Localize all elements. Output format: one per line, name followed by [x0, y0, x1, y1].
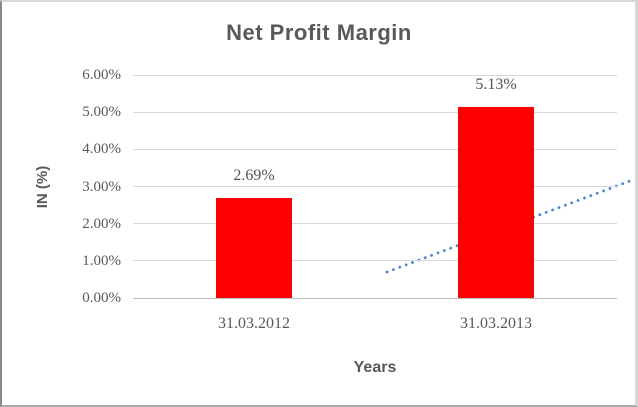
y-tick-label: 6.00%: [82, 67, 121, 83]
gridline: [133, 74, 617, 76]
x-axis-title: Years: [353, 359, 397, 376]
data-label: 5.13%: [475, 76, 517, 94]
y-tick-label: 5.00%: [82, 104, 121, 121]
gridline: [133, 186, 617, 187]
plot-area: [133, 74, 631, 299]
y-tick-label: 2.00%: [82, 215, 121, 232]
gridline: [133, 111, 617, 113]
gridline: [133, 260, 617, 262]
x-category-label: 31.03.2012: [218, 315, 290, 332]
y-tick-label: 1.00%: [82, 252, 121, 269]
y-tick-label: 0.00%: [82, 290, 121, 306]
trendline: [385, 179, 631, 274]
data-label: 2.69%: [233, 167, 275, 185]
x-axis-line: [133, 297, 617, 299]
gridline: [133, 148, 617, 150]
bar-31.03.2013: [458, 107, 534, 298]
y-tick-label: 4.00%: [82, 141, 121, 158]
x-category-label: 31.03.2013: [460, 315, 532, 332]
bar-31.03.2012: [216, 198, 292, 298]
chart-title: Net Profit Margin: [226, 20, 412, 45]
y-tick-label: 3.00%: [82, 178, 121, 195]
gridline: [133, 223, 617, 225]
